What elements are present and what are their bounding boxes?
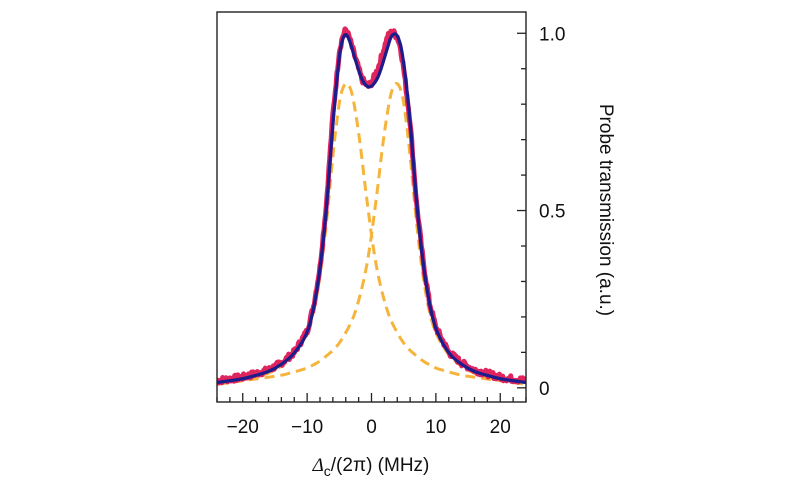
tick-labels-layer: −20 −10 0 10 20 0 0.5 1.0 <box>227 24 566 438</box>
x-tick-label: 0 <box>366 417 377 438</box>
plot-frame <box>216 11 527 403</box>
ticks-layer <box>216 32 527 402</box>
series-fit-total <box>217 32 526 385</box>
plot-area <box>217 26 526 386</box>
y-tick-label: 0 <box>539 379 550 400</box>
x-tick-label: −20 <box>227 417 259 438</box>
y-tick-label: 1.0 <box>539 24 565 45</box>
x-axis-title: Δc/(2π) (MHz) <box>312 455 430 479</box>
series-component-right <box>217 82 526 386</box>
y-axis-title: Probe transmission (a.u.) <box>595 104 616 316</box>
x-axis-title-rest: /(2π) (MHz) <box>331 455 430 476</box>
x-axis-title-symbol: Δ <box>312 455 324 476</box>
y-tick-label: 0.5 <box>539 202 565 223</box>
x-tick-label: 20 <box>490 417 511 438</box>
x-tick-label: −10 <box>291 417 323 438</box>
x-tick-label: 10 <box>425 417 446 438</box>
x-axis-title-subscript: c <box>324 463 331 479</box>
series-layer <box>217 26 526 386</box>
series-measured <box>217 26 526 386</box>
